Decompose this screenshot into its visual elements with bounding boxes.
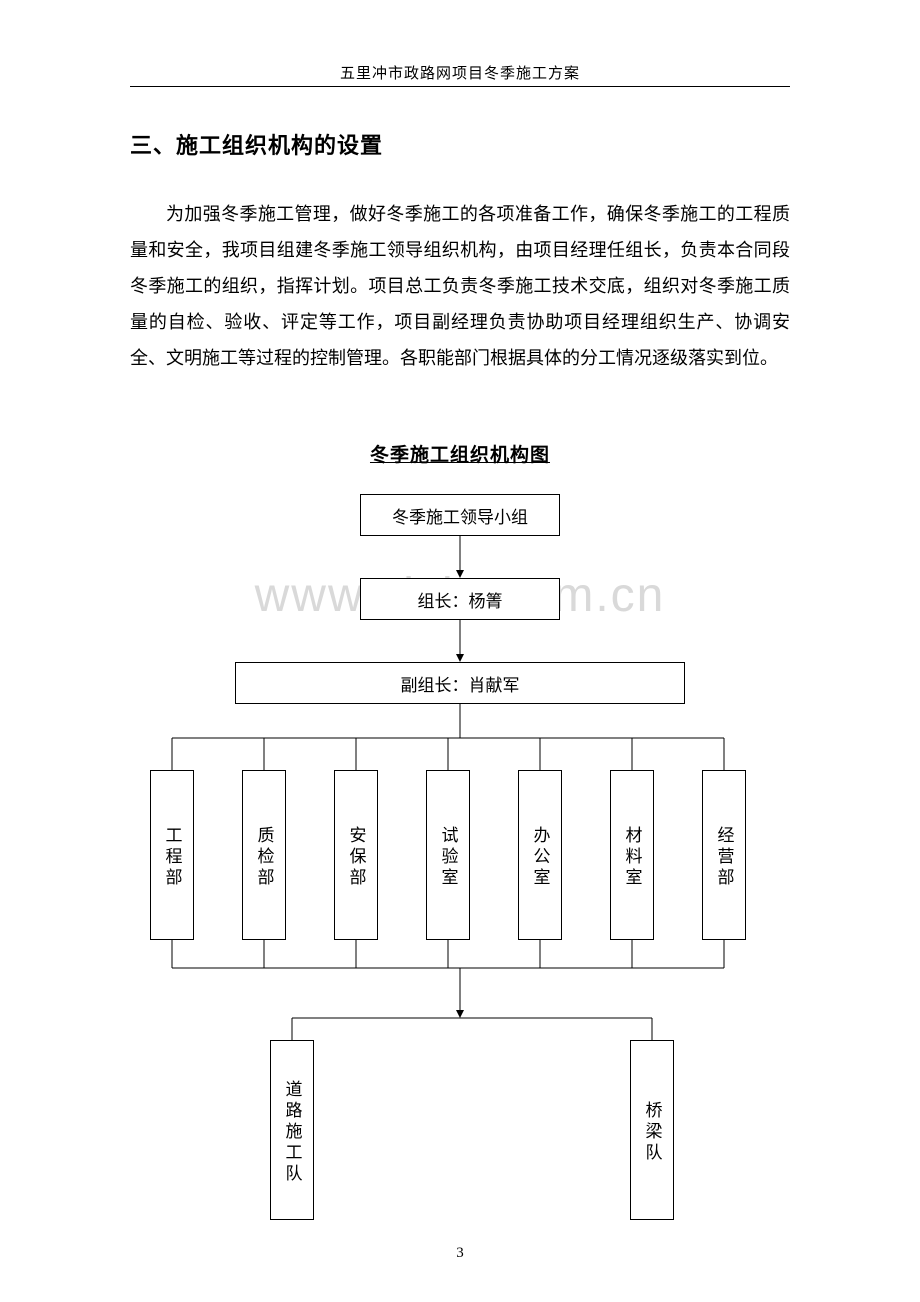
header-rule <box>130 86 790 87</box>
node-dept-engineering: 工程部 <box>150 770 194 940</box>
node-team-bridge: 桥梁队 <box>630 1040 674 1220</box>
node-deputy: 副组长：肖献军 <box>235 662 685 704</box>
chart-title: 冬季施工组织机构图 <box>0 440 920 467</box>
node-leadership-group: 冬季施工领导小组 <box>360 494 560 536</box>
node-dept-quality: 质检部 <box>242 770 286 940</box>
org-chart: 冬季施工领导小组 组长：杨箐 副组长：肖献军 工程部 质检部 安保部 试验室 办… <box>130 480 790 1200</box>
body-paragraph: 为加强冬季施工管理，做好冬季施工的各项准备工作，确保冬季施工的工程质量和安全，我… <box>130 196 790 376</box>
section-heading: 三、施工组织机构的设置 <box>130 128 383 160</box>
page-number: 3 <box>0 1245 920 1262</box>
node-dept-lab: 试验室 <box>426 770 470 940</box>
node-dept-office: 办公室 <box>518 770 562 940</box>
node-dept-business: 经营部 <box>702 770 746 940</box>
doc-header-title: 五里冲市政路网项目冬季施工方案 <box>0 62 920 83</box>
node-team-road: 道路施工队 <box>270 1040 314 1220</box>
node-dept-safety: 安保部 <box>334 770 378 940</box>
node-leader: 组长：杨箐 <box>360 578 560 620</box>
node-dept-materials: 材料室 <box>610 770 654 940</box>
